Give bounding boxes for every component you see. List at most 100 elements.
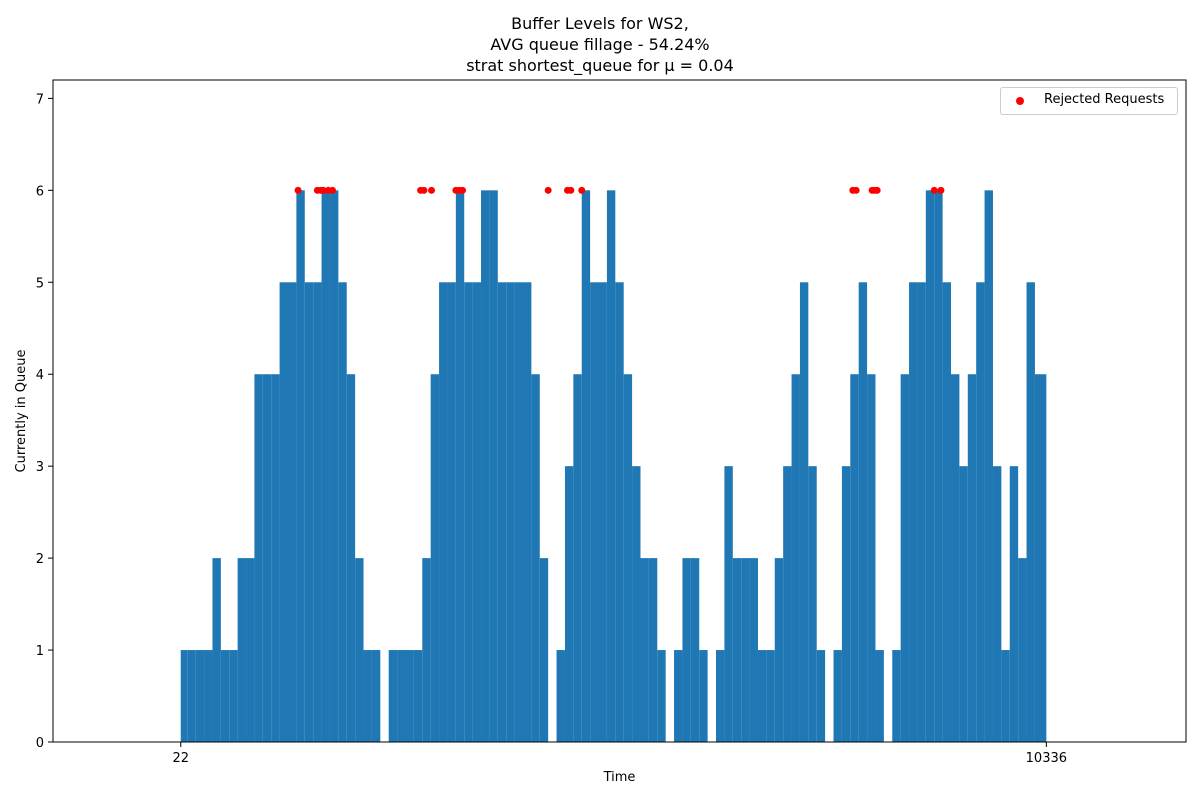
queue-bar bbox=[464, 282, 473, 742]
queue-bar bbox=[967, 374, 977, 742]
queue-bar bbox=[640, 558, 649, 742]
legend: Rejected Requests bbox=[1000, 87, 1178, 115]
queue-bar bbox=[615, 282, 624, 742]
queue-bar bbox=[472, 282, 482, 742]
y-tick-label: 7 bbox=[36, 92, 44, 107]
queue-bar bbox=[716, 650, 725, 742]
queue-bar bbox=[506, 282, 515, 742]
x-tick-label: 10336 bbox=[1026, 751, 1067, 766]
queue-bar bbox=[749, 558, 758, 742]
queue-bar bbox=[791, 374, 800, 742]
queue-bar bbox=[917, 282, 926, 742]
queue-bar bbox=[732, 558, 742, 742]
queue-bar bbox=[632, 466, 641, 742]
queue-bar bbox=[682, 558, 691, 742]
queue-bar bbox=[799, 282, 809, 742]
queue-bar bbox=[867, 374, 876, 742]
queue-bar bbox=[833, 650, 842, 742]
y-tick-label: 6 bbox=[36, 184, 44, 199]
queue-bar bbox=[984, 190, 993, 743]
queue-bar bbox=[405, 650, 414, 742]
queue-bar bbox=[590, 282, 599, 742]
queue-bar bbox=[271, 374, 280, 742]
rejected-point bbox=[567, 186, 575, 194]
queue-bar bbox=[304, 282, 314, 742]
rejected-point bbox=[937, 186, 945, 194]
y-tick-label: 3 bbox=[36, 460, 44, 475]
queue-bar bbox=[1001, 650, 1010, 742]
rejected-point bbox=[294, 186, 302, 194]
legend-marker-rejected bbox=[1016, 97, 1024, 105]
queue-bar bbox=[187, 650, 196, 742]
queue-bar bbox=[892, 650, 901, 742]
queue-bar bbox=[229, 650, 238, 742]
queue-bar bbox=[262, 374, 272, 742]
queue-bar bbox=[346, 374, 356, 742]
queue-bar bbox=[1026, 282, 1035, 742]
queue-bar bbox=[439, 282, 448, 742]
queue-bar bbox=[531, 374, 540, 742]
queue-bar bbox=[1018, 558, 1027, 742]
queue-bar bbox=[397, 650, 406, 742]
queue-bar bbox=[724, 466, 733, 742]
queue-bar bbox=[808, 466, 817, 742]
queue-bar bbox=[1009, 466, 1019, 742]
rejected-point bbox=[873, 186, 881, 194]
chart-title-line-3: strat shortest_queue for μ = 0.04 bbox=[466, 56, 734, 75]
queue-bar bbox=[237, 558, 247, 742]
queue-bar bbox=[556, 650, 565, 742]
rejected-point bbox=[852, 186, 860, 194]
queue-bar bbox=[522, 282, 532, 742]
queue-bar bbox=[648, 558, 658, 742]
rejected-point bbox=[428, 186, 436, 194]
rejected-points bbox=[294, 186, 945, 194]
queue-bar bbox=[951, 374, 960, 742]
queue-bar bbox=[581, 190, 591, 743]
queue-bar bbox=[606, 190, 616, 743]
queue-bar bbox=[564, 466, 574, 742]
queue-bar bbox=[766, 650, 775, 742]
queue-bar bbox=[313, 282, 322, 742]
rejected-point bbox=[544, 186, 552, 194]
queue-bar bbox=[959, 466, 968, 742]
queue-bar bbox=[858, 282, 868, 742]
queue-bar bbox=[338, 282, 347, 742]
queue-bar bbox=[220, 650, 230, 742]
queue-bar bbox=[422, 558, 431, 742]
queue-bar bbox=[690, 558, 700, 742]
queue-bar bbox=[481, 190, 490, 743]
queue-bar bbox=[430, 374, 440, 742]
x-tick-label: 22 bbox=[172, 751, 189, 766]
queue-bar bbox=[741, 558, 750, 742]
queue-bar bbox=[841, 466, 851, 742]
queue-bar bbox=[623, 374, 633, 742]
y-tick-label: 0 bbox=[36, 736, 44, 751]
queue-bar bbox=[942, 282, 952, 742]
chart-title-line-1: Buffer Levels for WS2, bbox=[511, 14, 689, 33]
chart-title-line-2: AVG queue fillage - 54.24% bbox=[490, 35, 710, 54]
queue-bar bbox=[413, 650, 423, 742]
queue-bar bbox=[934, 190, 943, 743]
queue-bar bbox=[388, 650, 398, 742]
rejected-point bbox=[420, 186, 428, 194]
y-tick-label: 4 bbox=[36, 368, 44, 383]
queue-bar bbox=[657, 650, 666, 742]
queue-bar bbox=[976, 282, 985, 742]
queue-bar bbox=[447, 282, 456, 742]
queue-bar bbox=[489, 190, 498, 743]
queue-bar bbox=[850, 374, 859, 742]
y-axis: 0 1 2 3 4 5 6 7 bbox=[36, 92, 53, 751]
queue-bar bbox=[296, 190, 305, 743]
queue-bar bbox=[992, 466, 1002, 742]
queue-bar bbox=[674, 650, 683, 742]
rejected-point bbox=[328, 186, 336, 194]
queue-bar bbox=[699, 650, 708, 742]
queue-bar bbox=[329, 190, 339, 743]
queue-bar bbox=[757, 650, 767, 742]
queue-bar bbox=[212, 558, 221, 742]
queue-bar bbox=[875, 650, 884, 742]
queue-bar bbox=[783, 466, 792, 742]
rejected-point bbox=[930, 186, 938, 194]
